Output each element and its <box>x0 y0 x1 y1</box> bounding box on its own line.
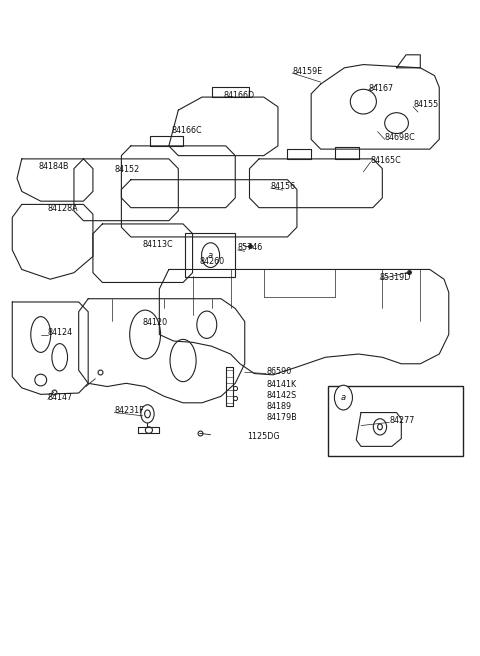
Text: 84147: 84147 <box>48 393 73 402</box>
Text: 85746: 85746 <box>238 243 263 253</box>
Text: 84179B: 84179B <box>266 413 297 422</box>
FancyBboxPatch shape <box>185 233 235 277</box>
Text: 84124: 84124 <box>48 328 73 337</box>
Text: 84159E: 84159E <box>292 66 323 75</box>
Circle shape <box>335 385 352 410</box>
Text: 86590: 86590 <box>266 367 291 376</box>
Text: 84152: 84152 <box>114 165 140 174</box>
Circle shape <box>202 243 219 268</box>
Text: 1125DG: 1125DG <box>247 432 280 441</box>
Text: 84184B: 84184B <box>38 162 69 171</box>
Text: 84231F: 84231F <box>114 406 144 415</box>
Text: 84142S: 84142S <box>266 391 296 400</box>
Text: 84141K: 84141K <box>266 380 296 389</box>
Text: a: a <box>208 251 213 260</box>
Text: 84189: 84189 <box>266 402 291 411</box>
Text: 85319D: 85319D <box>380 273 411 282</box>
Text: 84166C: 84166C <box>171 127 202 135</box>
Text: 84156: 84156 <box>271 182 296 191</box>
Text: 84155: 84155 <box>413 100 438 110</box>
Text: 84260: 84260 <box>200 256 225 266</box>
Text: 84113C: 84113C <box>143 240 173 249</box>
Text: 84698C: 84698C <box>384 133 416 142</box>
Text: 84120: 84120 <box>143 318 168 327</box>
Text: 84165C: 84165C <box>371 155 401 165</box>
Text: a: a <box>341 393 346 402</box>
FancyBboxPatch shape <box>328 386 463 456</box>
Text: 84166D: 84166D <box>223 91 254 100</box>
Text: 84277: 84277 <box>389 416 415 425</box>
Text: 84128A: 84128A <box>48 205 78 213</box>
Text: 84167: 84167 <box>368 84 393 93</box>
